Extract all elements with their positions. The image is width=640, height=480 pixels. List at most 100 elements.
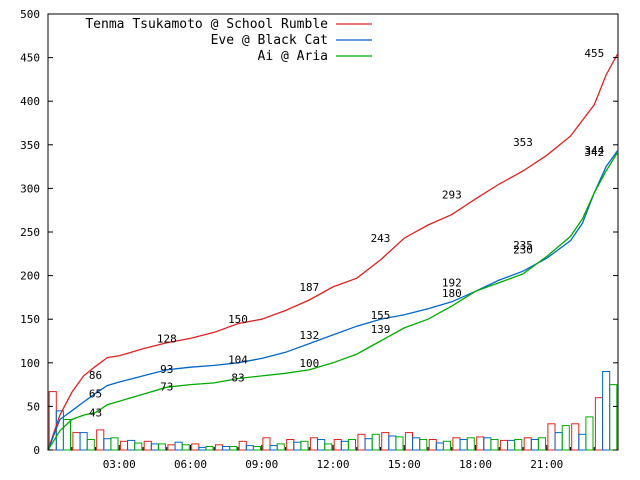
bar-2-8 xyxy=(252,446,261,451)
bar-0-10 xyxy=(286,439,295,451)
data-label-1-0: 65 xyxy=(89,387,102,400)
x-axis: 03:00 06:00 09:00 12:00 15:00 18:00 21:00 xyxy=(47,445,619,471)
data-label-0-3: 187 xyxy=(299,281,319,294)
bar-2-17 xyxy=(466,437,475,451)
bar-2-7 xyxy=(229,446,238,451)
data-label-1-5: 192 xyxy=(442,277,462,290)
bar-1-10 xyxy=(293,441,302,451)
x-tick-label-4: 15:00 xyxy=(388,458,421,471)
bar-1-8 xyxy=(245,445,254,451)
data-label-2-2: 83 xyxy=(231,372,244,385)
y-tick-label-5: 250 xyxy=(20,226,40,239)
bar-0-1 xyxy=(72,432,81,451)
bar-0-12 xyxy=(333,439,342,451)
bar-0-7 xyxy=(214,444,223,451)
bar-0-14 xyxy=(381,432,390,451)
bar-1-22 xyxy=(578,433,587,451)
bar-1-20 xyxy=(530,439,539,451)
bar-2-11 xyxy=(324,443,333,451)
y-tick-label-0: 0 xyxy=(33,444,40,457)
y-tick-label-4: 200 xyxy=(20,270,40,283)
bar-2-18 xyxy=(490,439,499,451)
data-label-0-1: 128 xyxy=(157,332,177,345)
bar-0-19 xyxy=(499,439,508,451)
bar-2-5 xyxy=(181,444,190,451)
bar-0-22 xyxy=(571,423,580,451)
bar-1-18 xyxy=(483,437,492,451)
bar-0-23 xyxy=(594,397,604,451)
y-tick-label-8: 400 xyxy=(20,95,40,108)
bar-1-7 xyxy=(222,446,231,451)
bar-1-5 xyxy=(174,441,183,451)
x-tick-label-2: 09:00 xyxy=(245,458,278,471)
data-label-1-4: 155 xyxy=(371,309,391,322)
y-tick-label-1: 50 xyxy=(27,400,40,413)
bar-0-18 xyxy=(476,436,485,451)
bar-2-23 xyxy=(609,384,618,451)
bar-1-23 xyxy=(602,371,611,451)
lines-layer xyxy=(47,52,619,451)
bar-0-5 xyxy=(167,444,176,451)
y-tick-label-7: 350 xyxy=(20,139,40,152)
bar-1-6 xyxy=(198,446,207,451)
bar-1-1 xyxy=(79,432,88,451)
bar-2-9 xyxy=(276,443,285,451)
data-label-2-1: 73 xyxy=(160,380,173,393)
bar-1-19 xyxy=(507,439,516,451)
bar-1-16 xyxy=(435,442,444,451)
bars-layer xyxy=(48,371,618,451)
data-label-1-2: 104 xyxy=(228,353,248,366)
data-labels-layer: 86 128 150 187 243 293 353 455 65 93 104 132 155 192 2… xyxy=(89,47,605,419)
data-label-2-3: 100 xyxy=(299,357,319,370)
bar-0-6 xyxy=(191,443,200,451)
bar-0-2 xyxy=(96,429,105,451)
legend-label-2: Ai @ Aria xyxy=(258,49,328,64)
data-label-1-1: 93 xyxy=(160,363,173,376)
bar-2-4 xyxy=(157,443,166,451)
bar-1-17 xyxy=(459,439,468,451)
bar-0-3 xyxy=(119,440,129,451)
bar-0-8 xyxy=(238,440,247,451)
data-label-2-7: 342 xyxy=(584,146,604,159)
data-label-1-3: 132 xyxy=(299,329,319,342)
x-tick-label-6: 21:00 xyxy=(530,458,563,471)
bar-2-13 xyxy=(371,433,380,451)
x-tick-label-1: 06:00 xyxy=(174,458,207,471)
data-label-0-2: 150 xyxy=(228,313,248,326)
bar-1-14 xyxy=(388,435,397,451)
bar-1-11 xyxy=(317,439,326,451)
bar-1-9 xyxy=(269,445,278,451)
y-axis: 0 50 100 150 200 250 300 350 400 450 500 xyxy=(20,8,618,457)
series-line-1 xyxy=(47,149,619,451)
legend-label-0: Tenma Tsukamoto @ School Rumble xyxy=(85,17,328,32)
plot-frame xyxy=(47,13,619,451)
data-label-0-0: 86 xyxy=(89,369,102,382)
bar-2-21 xyxy=(561,425,570,451)
bar-0-11 xyxy=(309,437,318,451)
bar-0-17 xyxy=(452,437,461,451)
data-label-0-7: 455 xyxy=(584,47,604,60)
bar-2-10 xyxy=(300,440,309,451)
bar-2-20 xyxy=(537,437,547,451)
bar-1-13 xyxy=(364,438,373,451)
data-label-1-7: 344 xyxy=(584,144,604,157)
bar-2-1 xyxy=(86,439,95,451)
series-line-2 xyxy=(47,151,619,451)
bar-2-15 xyxy=(419,439,428,451)
bar-2-0 xyxy=(62,419,72,451)
bar-1-2 xyxy=(103,438,112,451)
data-label-2-4: 139 xyxy=(371,323,391,336)
data-label-0-5: 293 xyxy=(442,189,462,202)
bar-0-4 xyxy=(143,440,152,451)
series-line-0 xyxy=(47,52,619,451)
bar-1-15 xyxy=(412,437,421,451)
bar-1-21 xyxy=(554,432,563,451)
y-tick-label-10: 500 xyxy=(20,8,40,21)
y-tick-label-9: 450 xyxy=(20,52,40,65)
bar-0-15 xyxy=(404,432,413,451)
y-tick-label-3: 150 xyxy=(20,313,40,326)
bar-2-2 xyxy=(110,437,119,451)
data-label-2-0: 43 xyxy=(89,407,102,420)
x-tick-label-0: 03:00 xyxy=(103,458,136,471)
bar-0-21 xyxy=(547,423,556,451)
